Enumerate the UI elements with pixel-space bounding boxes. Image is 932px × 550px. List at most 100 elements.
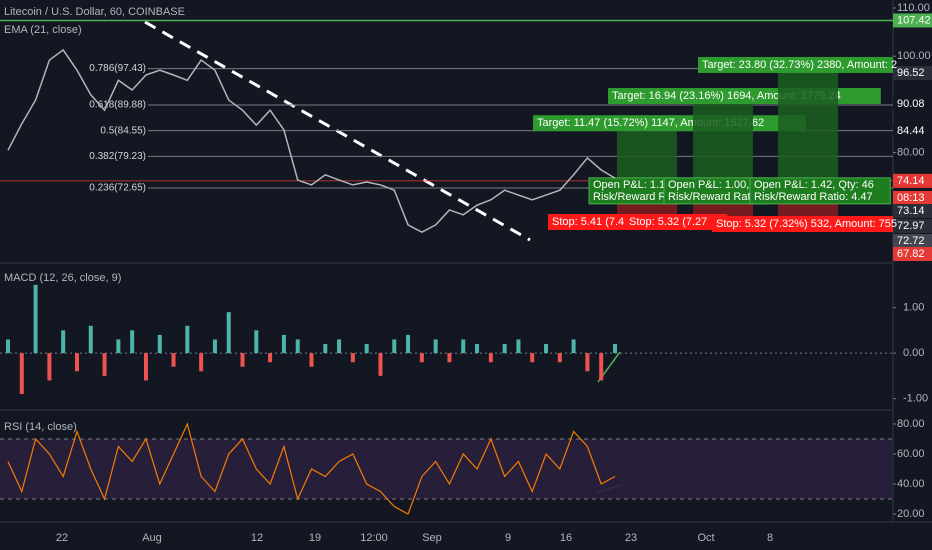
histogram-bar [544,344,549,354]
x-tick-label: 16 [560,532,572,544]
price-tag-label: 08:13 [897,192,925,204]
price-tag [893,204,932,218]
target-zone [778,72,838,181]
price-tag [893,13,932,28]
histogram-bar [516,339,521,354]
indicator-title: EMA (21, close) [4,24,82,36]
histogram-bar [530,353,535,363]
price-tag-label: 84.44 [897,125,925,137]
y-tick-label: 60.00 [897,448,925,460]
y-tick-label: 80.00 [897,147,925,159]
histogram-bar [116,339,121,354]
pnl-label: Open P&L: 1.42, Qty: 46 [754,179,874,191]
fib-label: 0.236(72.65) [89,183,146,194]
histogram-bar [6,339,10,354]
price-tag-label: 72.72 [897,235,925,247]
target-zone [693,104,753,181]
fib-label: 0.5(84.55) [100,125,146,136]
price-tag [893,97,932,112]
histogram-bar [130,330,135,354]
target-zone [617,131,677,181]
x-tick-label: 8 [767,532,773,544]
histogram-bar [378,353,383,376]
price-tag-label: 73.14 [897,205,925,217]
price-tag-label: 107.42 [897,14,931,26]
histogram-bar [212,339,217,354]
histogram-bar [226,312,231,354]
price-tag [893,247,932,261]
rr-label: Risk/Reward Rat [593,191,676,203]
histogram-bar [185,325,190,354]
x-tick-label: Aug [142,532,162,544]
y-tick-label: 80.00 [897,418,925,430]
y-tick-label: 1.00 [903,302,924,314]
histogram-bar [461,339,466,354]
x-tick-label: 22 [56,532,68,544]
price-tag-label: 74.14 [897,175,925,187]
histogram-bar [47,353,52,381]
histogram-bar [433,339,438,354]
stop-label: Stop: 5.32 (7.32%) 532, Amount: 755 [716,218,897,230]
x-tick-label: 9 [505,532,511,544]
fib-label: 0.382(79.23) [89,151,146,162]
histogram-bar [61,330,66,354]
histogram-bar [295,339,300,354]
histogram-bar [309,353,314,367]
price-tag-label: 90.08 [897,98,925,110]
stop-label: Stop: 5.32 (7.27 [629,216,707,228]
histogram-bar [557,353,562,363]
price-tag [893,234,932,248]
histogram-bar [102,353,107,376]
x-tick-label: Oct [697,532,714,544]
histogram-bar [406,334,411,354]
y-tick-label: -1.00 [903,393,928,405]
fib-label: 0.618(89.88) [89,100,146,111]
histogram-bar [585,353,590,372]
rr-label: Risk/Reward Ratio: 4.47 [754,191,873,203]
y-tick-label: 40.00 [897,478,925,490]
price-tag-label: 96.52 [897,67,925,79]
histogram-bar [364,344,369,354]
price-tag-label: 67.82 [897,248,925,260]
price-tag [893,191,932,205]
histogram-bar [199,353,204,372]
price-tag-label: 72.97 [897,220,925,232]
x-tick-label: Sep [422,532,442,544]
histogram-bar [19,353,24,395]
histogram-bar [419,353,424,363]
rsi-band [0,438,893,500]
indicator-title: RSI (14, close) [4,421,77,433]
price-tag [893,65,932,80]
target-label: Target: 23.80 (32.73%) 2380, Amount: 2 [702,59,897,71]
rr-label: Risk/Reward Ratio [668,191,759,203]
y-tick-label: 20.00 [897,508,925,520]
histogram-bar [392,339,397,354]
histogram-bar [240,353,245,367]
histogram-bar [74,353,79,372]
histogram-bar [323,344,328,354]
stop-label: Stop: 5.41 (7.4 [552,216,624,228]
price-tag [893,173,932,188]
histogram-bar [171,353,176,367]
histogram-bar [281,334,286,354]
price-line [7,48,616,233]
histogram-bar [143,353,148,381]
pnl-label: Open P&L: 1.00, [668,179,749,191]
x-tick-label: 12:00 [360,532,388,544]
histogram-bar [337,339,342,354]
price-tag [893,124,932,139]
histogram-bar [254,330,259,354]
histogram-bar [475,344,480,354]
pnl-label: Open P&L: 1.12 [593,179,671,191]
histogram-bar [571,339,576,354]
target-label-bg [698,56,893,73]
indicator-title: MACD (12, 26, close, 9) [4,272,121,284]
price-tag [893,219,932,233]
histogram-bar [502,344,507,354]
histogram-bar [157,334,162,354]
histogram-bar [447,353,452,363]
y-tick-label: 0.00 [903,347,924,359]
chart-title: Litecoin / U.S. Dollar, 60, COINBASE [4,6,185,18]
histogram-bar [613,344,617,354]
y-tick-label: 100.00 [897,50,931,62]
